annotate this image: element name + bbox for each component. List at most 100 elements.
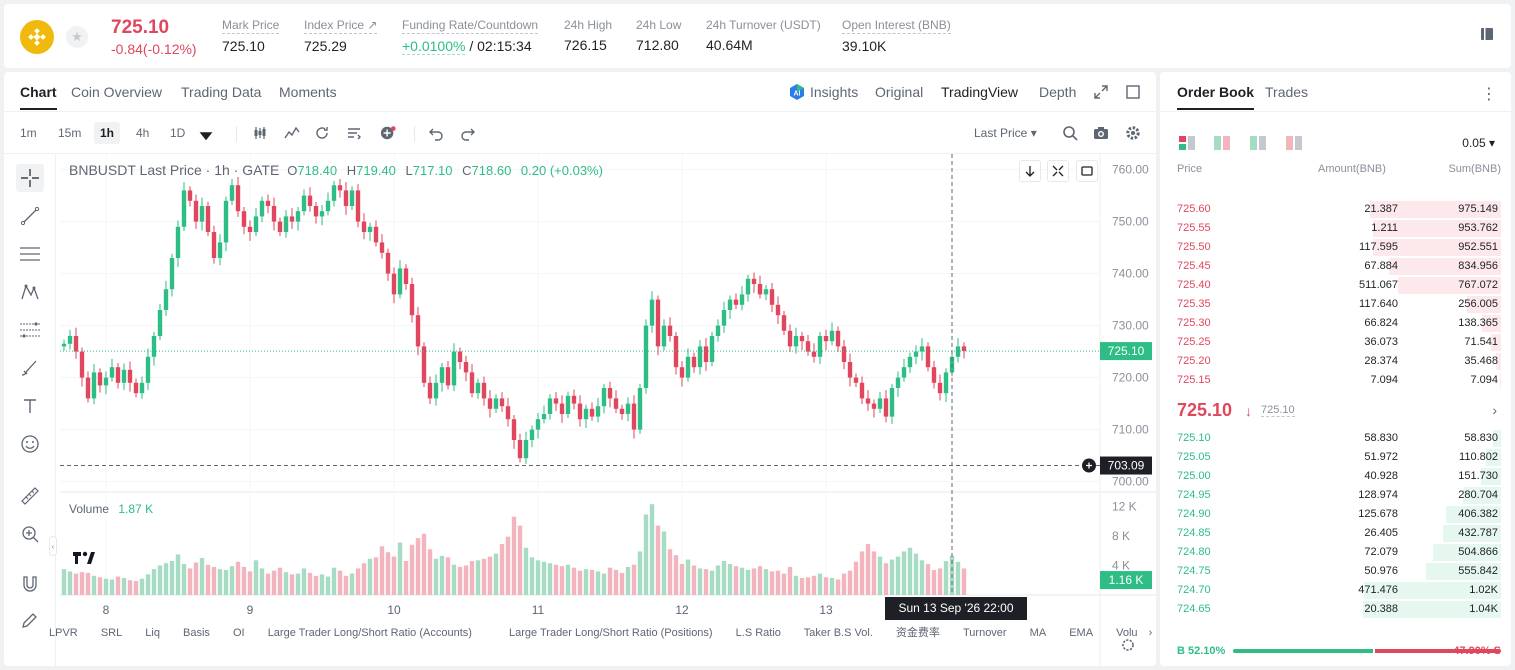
- gear-icon[interactable]: [1125, 125, 1141, 141]
- view-both-icon[interactable]: [1179, 136, 1195, 150]
- scroll-down-button[interactable]: [1019, 160, 1041, 182]
- view-insights[interactable]: Insights: [810, 84, 859, 100]
- timeframe-4h[interactable]: 4h: [136, 126, 150, 140]
- timeframe-1m[interactable]: 1m: [20, 126, 37, 140]
- indicator-ls-positions[interactable]: Large Trader Long/Short Ratio (Positions…: [508, 627, 713, 639]
- stat-open-interest[interactable]: Open Interest (BNB) 39.10K: [842, 18, 951, 54]
- orderbook-mid-price[interactable]: 725.10 ↓ 725.10 ›: [1177, 400, 1501, 424]
- trendline-tool[interactable]: [16, 202, 44, 230]
- ask-row[interactable]: 725.55 1.211 953.762: [1177, 219, 1501, 238]
- search-icon[interactable]: [1062, 125, 1078, 141]
- text-tool[interactable]: [16, 392, 44, 420]
- indicator-ls-ratio[interactable]: L.S Ratio: [735, 627, 781, 639]
- fit-button[interactable]: [1047, 160, 1069, 182]
- ask-row[interactable]: 725.25 36.073 71.541: [1177, 333, 1501, 352]
- crosshair-tool[interactable]: [16, 164, 44, 192]
- indicator-turnover[interactable]: Turnover: [962, 627, 1007, 639]
- indicator-ema[interactable]: EMA: [1069, 627, 1094, 639]
- reset-button[interactable]: [1076, 160, 1098, 182]
- view-tradingview[interactable]: TradingView: [941, 84, 1019, 100]
- ask-row[interactable]: 725.35 117.640 256.005: [1177, 295, 1501, 314]
- ask-row[interactable]: 725.60 21.387 975.149: [1177, 200, 1501, 219]
- stat-index-price[interactable]: Index Price ↗ 725.29: [304, 18, 378, 54]
- zoom-tool[interactable]: [16, 520, 44, 548]
- expand-icon[interactable]: [1094, 85, 1108, 99]
- bid-row[interactable]: 724.80 72.079 504.866: [1177, 543, 1501, 562]
- replay-icon[interactable]: [314, 125, 330, 141]
- view-split-icon[interactable]: [1214, 136, 1230, 150]
- favorite-star-icon[interactable]: ★: [66, 26, 88, 48]
- ask-row[interactable]: 725.50 117.595 952.551: [1177, 238, 1501, 257]
- window-icon[interactable]: [1126, 85, 1140, 99]
- indicator-funding[interactable]: 资金费率: [895, 627, 940, 639]
- tab-coin-overview[interactable]: Coin Overview: [71, 84, 163, 100]
- camera-icon[interactable]: [1093, 125, 1109, 141]
- indicator-srl[interactable]: SRL: [100, 627, 123, 639]
- indicator-liq[interactable]: Liq: [145, 627, 160, 639]
- candle-type-icon[interactable]: [252, 125, 268, 141]
- indicator-scroll-right-icon[interactable]: ›: [1148, 627, 1153, 639]
- price-type-select[interactable]: Last Price ▾: [974, 126, 1037, 140]
- ask-row[interactable]: 725.40 511.067 767.072: [1177, 276, 1501, 295]
- fib-tool[interactable]: [16, 316, 44, 344]
- volume-bar: [727, 563, 733, 595]
- axis-settings-gear-icon[interactable]: [1122, 639, 1134, 651]
- ask-row[interactable]: 725.20 28.374 35.468: [1177, 352, 1501, 371]
- candlestick-chart[interactable]: 760.00 750.00 740.00 730.00 720.00 710.00 700.…: [60, 154, 1156, 666]
- ask-amount: 28.374: [1364, 355, 1398, 367]
- alert-add-icon[interactable]: [380, 125, 396, 141]
- bid-row[interactable]: 724.70 471.476 1.02K: [1177, 581, 1501, 600]
- stat-funding-rate[interactable]: Funding Rate/Countdown +0.0100% / 02:15:…: [402, 18, 539, 55]
- draw-mode-tool[interactable]: [16, 606, 44, 634]
- chevron-right-icon[interactable]: ›: [1492, 402, 1497, 418]
- timeframe-1h[interactable]: 1h: [94, 122, 121, 144]
- bid-row[interactable]: 725.05 51.972 110.802: [1177, 448, 1501, 467]
- view-bids-icon[interactable]: [1250, 136, 1266, 150]
- indicator-taker-vol[interactable]: Taker B.S Vol.: [803, 627, 873, 639]
- undo-icon[interactable]: [428, 125, 444, 141]
- tab-moments[interactable]: Moments: [279, 84, 337, 100]
- view-original[interactable]: Original: [875, 84, 924, 100]
- indicators-icon[interactable]: [284, 125, 300, 141]
- tab-chart[interactable]: Chart: [20, 84, 57, 110]
- horizontal-lines-tool[interactable]: [16, 240, 44, 268]
- templates-icon[interactable]: [346, 125, 362, 141]
- stat-mark-price[interactable]: Mark Price 725.10: [222, 18, 280, 54]
- timeframe-dropdown-icon[interactable]: [198, 129, 214, 145]
- book-icon[interactable]: [1479, 26, 1495, 42]
- view-depth[interactable]: Depth: [1039, 84, 1077, 100]
- bid-row[interactable]: 725.10 58.830 58.830: [1177, 429, 1501, 448]
- indicator-oi[interactable]: OI: [233, 627, 245, 639]
- tab-trades[interactable]: Trades: [1265, 84, 1309, 100]
- bid-row[interactable]: 724.90 125.678 406.382: [1177, 505, 1501, 524]
- precision-select[interactable]: 0.05 ▾: [1462, 136, 1495, 150]
- more-menu-icon[interactable]: ⋮: [1481, 86, 1497, 103]
- candle-body: [343, 190, 349, 206]
- bid-row[interactable]: 724.95 128.974 280.704: [1177, 486, 1501, 505]
- tab-order-book[interactable]: Order Book: [1177, 84, 1255, 110]
- indicator-basis[interactable]: Basis: [183, 627, 210, 639]
- magnet-tool[interactable]: [16, 570, 44, 598]
- bid-row[interactable]: 724.75 50.976 555.842: [1177, 562, 1501, 581]
- collapse-toolbar-icon[interactable]: ‹: [49, 536, 57, 556]
- emoji-tool[interactable]: [16, 430, 44, 458]
- timeframe-1d[interactable]: 1D: [170, 126, 186, 140]
- redo-icon[interactable]: [460, 125, 476, 141]
- ruler-tool[interactable]: [16, 482, 44, 510]
- bid-row[interactable]: 724.85 26.405 432.787: [1177, 524, 1501, 543]
- chart-area[interactable]: 760.00 750.00 740.00 730.00 720.00 710.00 700.…: [60, 154, 1156, 666]
- indicator-lpvr[interactable]: LPVR: [49, 627, 78, 639]
- pattern-tool[interactable]: [16, 278, 44, 306]
- indicator-ma[interactable]: MA: [1029, 627, 1047, 639]
- view-asks-icon[interactable]: [1286, 136, 1302, 150]
- ask-row[interactable]: 725.30 66.824 138.365: [1177, 314, 1501, 333]
- indicator-ls-accounts[interactable]: Large Trader Long/Short Ratio (Accounts): [267, 627, 472, 639]
- tab-trading-data[interactable]: Trading Data: [181, 84, 262, 100]
- bid-row[interactable]: 724.65 20.388 1.04K: [1177, 600, 1501, 619]
- timeframe-15m[interactable]: 15m: [58, 126, 82, 140]
- bid-row[interactable]: 725.00 40.928 151.730: [1177, 467, 1501, 486]
- indicator-volume[interactable]: Volu: [1116, 627, 1138, 639]
- brush-tool[interactable]: [16, 354, 44, 382]
- ask-row[interactable]: 725.15 7.094 7.094: [1177, 371, 1501, 390]
- ask-row[interactable]: 725.45 67.884 834.956: [1177, 257, 1501, 276]
